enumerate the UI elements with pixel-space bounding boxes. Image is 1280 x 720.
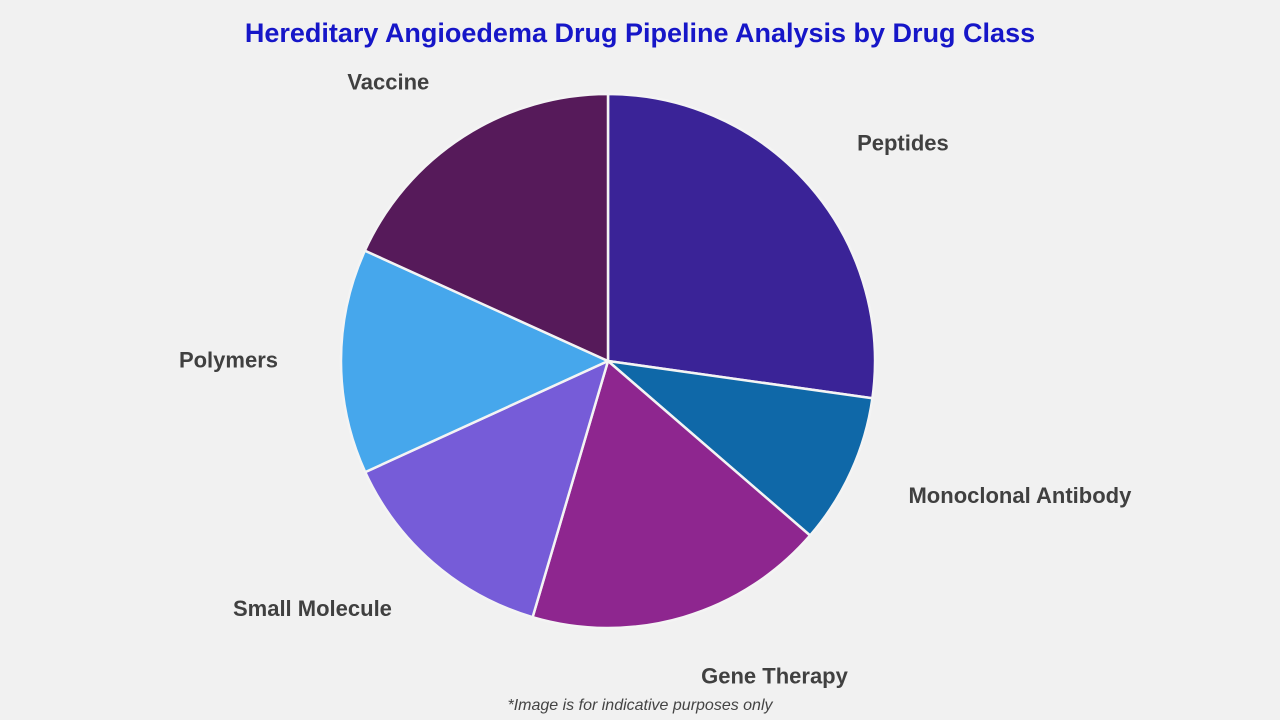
pie-labels: Peptides Monoclonal Antibody Gene Therapy S… [179,69,1132,688]
pie-slice-small-molecule [363,359,610,619]
pie-label-vaccine: Vaccine [347,69,429,94]
pie-label-peptides: Peptides [857,130,949,155]
pie-slices [339,92,877,630]
chart-title: Hereditary Angioedema Drug Pipeline Anal… [244,18,1036,48]
pie-label-small-molecule: Small Molecule [233,596,392,621]
pie-label-gene-therapy: Gene Therapy [701,663,848,688]
pie-slice-vaccine [363,92,610,363]
pie-label-polymers: Polymers [179,347,278,372]
footnote: *Image is for indicative purposes only [507,697,773,714]
pie-slice-monoclonal-antibody [606,359,874,537]
pie-slice-peptides [606,92,877,400]
pie-slice-polymers [339,249,610,474]
pie-slice-gene-therapy [531,359,812,630]
pie-label-monoclonal-antibody: Monoclonal Antibody [908,483,1132,508]
